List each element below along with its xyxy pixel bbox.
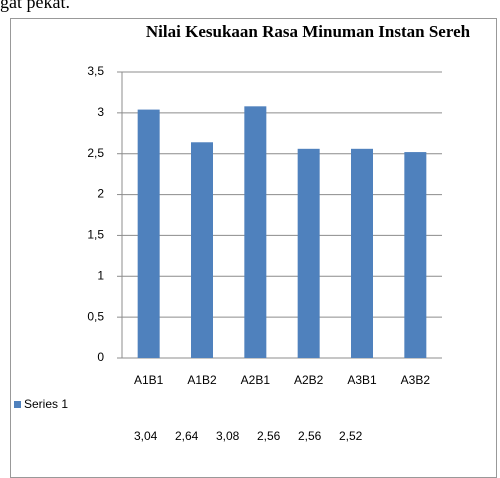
x-tick-label: A2B2 [294, 373, 324, 387]
legend-label: Series 1 [24, 397, 68, 411]
value-label: 3,04 [134, 429, 158, 443]
value-label: 2,56 [298, 429, 322, 443]
bar [244, 106, 267, 358]
x-tick-label: A3B1 [347, 373, 377, 387]
y-tick-label: 2 [97, 187, 104, 201]
bar [137, 109, 160, 359]
caption: gat pekat. [0, 0, 70, 12]
bar [297, 148, 320, 358]
y-tick-label: 1 [97, 268, 104, 282]
bar [191, 142, 213, 358]
x-tick-label: A3B2 [401, 373, 431, 387]
y-tick-label: 3 [97, 105, 104, 119]
y-tick-label: 1,5 [87, 228, 104, 242]
y-tick-label: 0,5 [87, 309, 104, 323]
y-tick-label: 2,5 [87, 146, 104, 160]
x-tick-label: A1B2 [187, 373, 217, 387]
legend-swatch [14, 401, 21, 408]
y-tick-label: 3,5 [87, 64, 104, 78]
x-tick-label: A1B1 [134, 373, 164, 387]
value-label: 2,56 [257, 429, 281, 443]
bar [351, 148, 373, 358]
value-label: 3,08 [216, 429, 240, 443]
bar [404, 152, 427, 358]
chart-title: Nilai Kesukaan Rasa Minuman Instan Sereh [145, 22, 471, 41]
y-tick-label: 0 [97, 350, 104, 364]
x-tick-label: A2B1 [241, 373, 271, 387]
value-label: 2,64 [175, 429, 199, 443]
value-label: 2,52 [339, 429, 363, 443]
